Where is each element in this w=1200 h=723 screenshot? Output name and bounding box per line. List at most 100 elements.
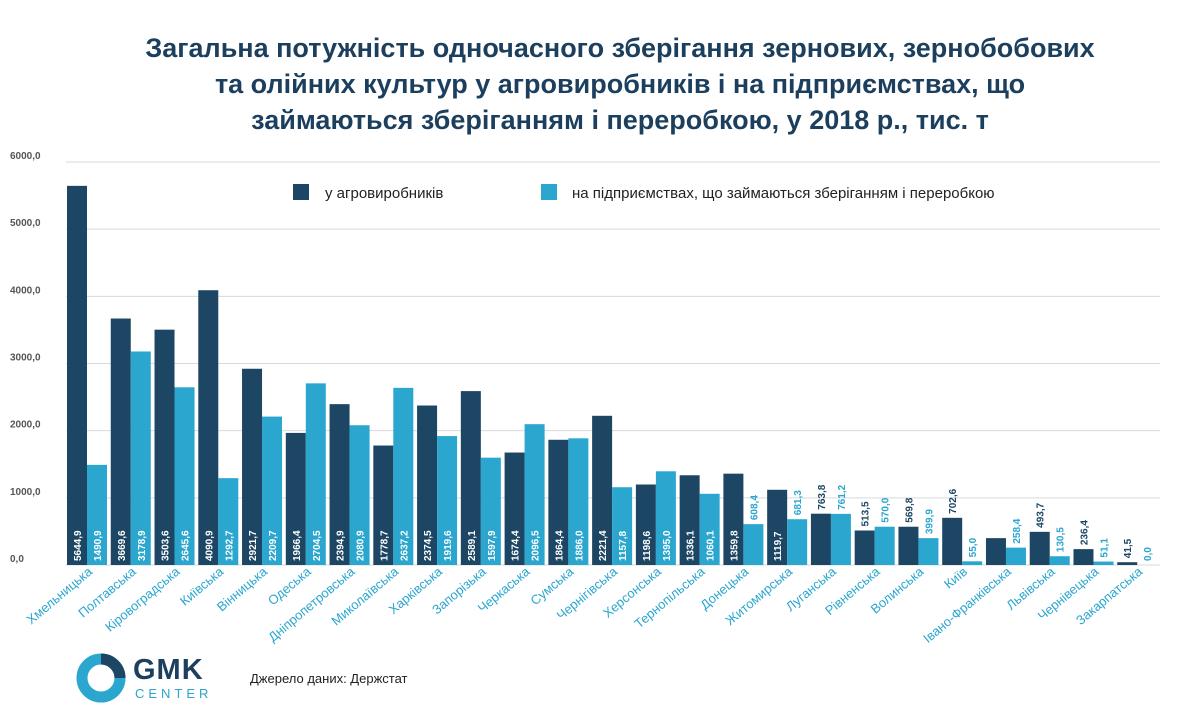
value-label: 2394,9 — [336, 530, 347, 561]
bar-storage — [262, 416, 283, 565]
value-label: 493,7 — [1036, 502, 1047, 527]
legend-label-2: на підприємствах, що займаються зберіган… — [572, 185, 995, 202]
bar-agro — [1073, 549, 1094, 565]
value-label: 1292,7 — [224, 530, 235, 561]
value-label: 236,4 — [1079, 520, 1090, 545]
bar-storage — [918, 538, 939, 565]
bar-storage — [349, 425, 370, 565]
bar-agro — [810, 513, 831, 565]
bar-agro — [723, 473, 744, 565]
value-label: 1864,4 — [554, 530, 565, 561]
bar-storage — [874, 526, 895, 565]
value-label: 1886,0 — [574, 530, 585, 561]
logo-name: GMK — [133, 654, 204, 686]
bar-storage — [87, 464, 107, 565]
bar-storage — [305, 383, 326, 565]
value-label: 1336,1 — [686, 530, 697, 561]
bar-storage — [480, 457, 501, 565]
legend-swatch-1 — [293, 184, 309, 200]
y-tick-label: 4000,0 — [10, 285, 41, 296]
value-label: 2096,5 — [531, 530, 542, 561]
value-label: 2221,4 — [598, 530, 609, 561]
bar-storage — [174, 387, 195, 565]
value-label: 2589,1 — [467, 530, 478, 561]
bar-agro — [592, 415, 613, 565]
value-label: 1359,8 — [729, 530, 740, 561]
value-label: 3178,9 — [137, 530, 148, 561]
value-label: 2921,7 — [248, 530, 259, 561]
logo-sub: CENTER — [135, 686, 213, 701]
y-tick-label: 2000,0 — [10, 420, 41, 431]
y-tick-label: 6000,0 — [10, 151, 41, 162]
value-label: 681,3 — [793, 490, 804, 515]
bar-agro — [942, 517, 963, 565]
bar-storage — [218, 478, 239, 565]
value-label: 2080,9 — [356, 530, 367, 561]
value-label: 1674,4 — [511, 530, 522, 561]
value-label: 1597,9 — [487, 530, 498, 561]
bar-storage — [1005, 547, 1026, 565]
value-label: 513,5 — [861, 501, 872, 526]
value-label: 1157,8 — [618, 531, 629, 561]
bar-storage — [787, 519, 808, 565]
bar-agro — [329, 404, 350, 565]
value-label: 41,5 — [1123, 538, 1134, 558]
bar-agro — [198, 290, 219, 565]
value-label: 2209,7 — [268, 530, 279, 561]
value-label: 1198,6 — [642, 531, 653, 561]
value-label: 570,0 — [881, 497, 892, 522]
y-axis: 0,0 1000,0 2000,0 3000,0 4000,0 5000,0 6000,0 — [10, 151, 41, 565]
value-label: 1490,9 — [93, 530, 104, 561]
bar-storage — [743, 524, 764, 565]
y-tick-label: 1000,0 — [10, 487, 41, 498]
bar-storage — [130, 351, 151, 565]
value-label: 1966,4 — [292, 530, 303, 561]
value-label: 702,6 — [948, 488, 959, 513]
value-label: 258,4 — [1012, 518, 1023, 543]
legend: у агровиробників на підприємствах, що за… — [293, 184, 995, 202]
value-label: 2645,6 — [181, 530, 192, 561]
bar-agro — [548, 439, 569, 565]
value-label: 1119,7 — [773, 531, 784, 561]
bar-storage — [1049, 556, 1070, 565]
y-tick-label: 5000,0 — [10, 218, 41, 229]
bar-agro — [985, 538, 1006, 565]
title-line-2: та олійних культур у агровиробників і на… — [214, 69, 1026, 99]
bar-storage — [568, 438, 589, 565]
bar-storage — [393, 387, 414, 565]
bar-agro — [67, 185, 87, 565]
bar-agro — [1029, 531, 1050, 565]
bar-storage — [830, 513, 851, 565]
title-line-1: Загальна потужність одночасного зберіган… — [145, 33, 1095, 63]
legend-label-1: у агровиробників — [325, 185, 443, 202]
logo-ring-icon — [76, 653, 126, 703]
value-label: 1778,7 — [379, 530, 390, 561]
value-label: 1060,1 — [706, 530, 717, 561]
value-label: 763,8 — [817, 484, 828, 509]
value-label: 51,1 — [1099, 538, 1110, 558]
bar-agro — [417, 405, 438, 565]
bar-agro — [504, 452, 525, 565]
bar-storage — [524, 424, 545, 565]
bar-agro — [898, 526, 919, 565]
bar-storage — [1093, 561, 1114, 565]
bar-agro — [767, 489, 788, 565]
value-label: 2637,2 — [399, 530, 410, 561]
value-label: 761,2 — [837, 484, 848, 509]
value-label: 2374,5 — [423, 530, 434, 561]
legend-swatch-2 — [541, 184, 557, 200]
bar-agro — [635, 484, 656, 565]
bar-agro — [154, 329, 175, 565]
bar-storage — [437, 436, 458, 565]
bar-agro — [1117, 562, 1138, 565]
value-label: 0,0 — [1143, 547, 1154, 561]
category-labels: ХмельницькаПолтавськаКіровоградськаКиївс… — [24, 563, 1146, 645]
y-tick-label: 3000,0 — [10, 353, 41, 364]
gmk-logo: GMK CENTER — [75, 652, 235, 708]
bar-storage — [612, 487, 633, 565]
value-label: 2704,5 — [312, 530, 323, 561]
value-label: 55,0 — [968, 537, 979, 557]
value-label: 4090,9 — [204, 530, 215, 561]
category-label: Київ — [941, 564, 970, 592]
